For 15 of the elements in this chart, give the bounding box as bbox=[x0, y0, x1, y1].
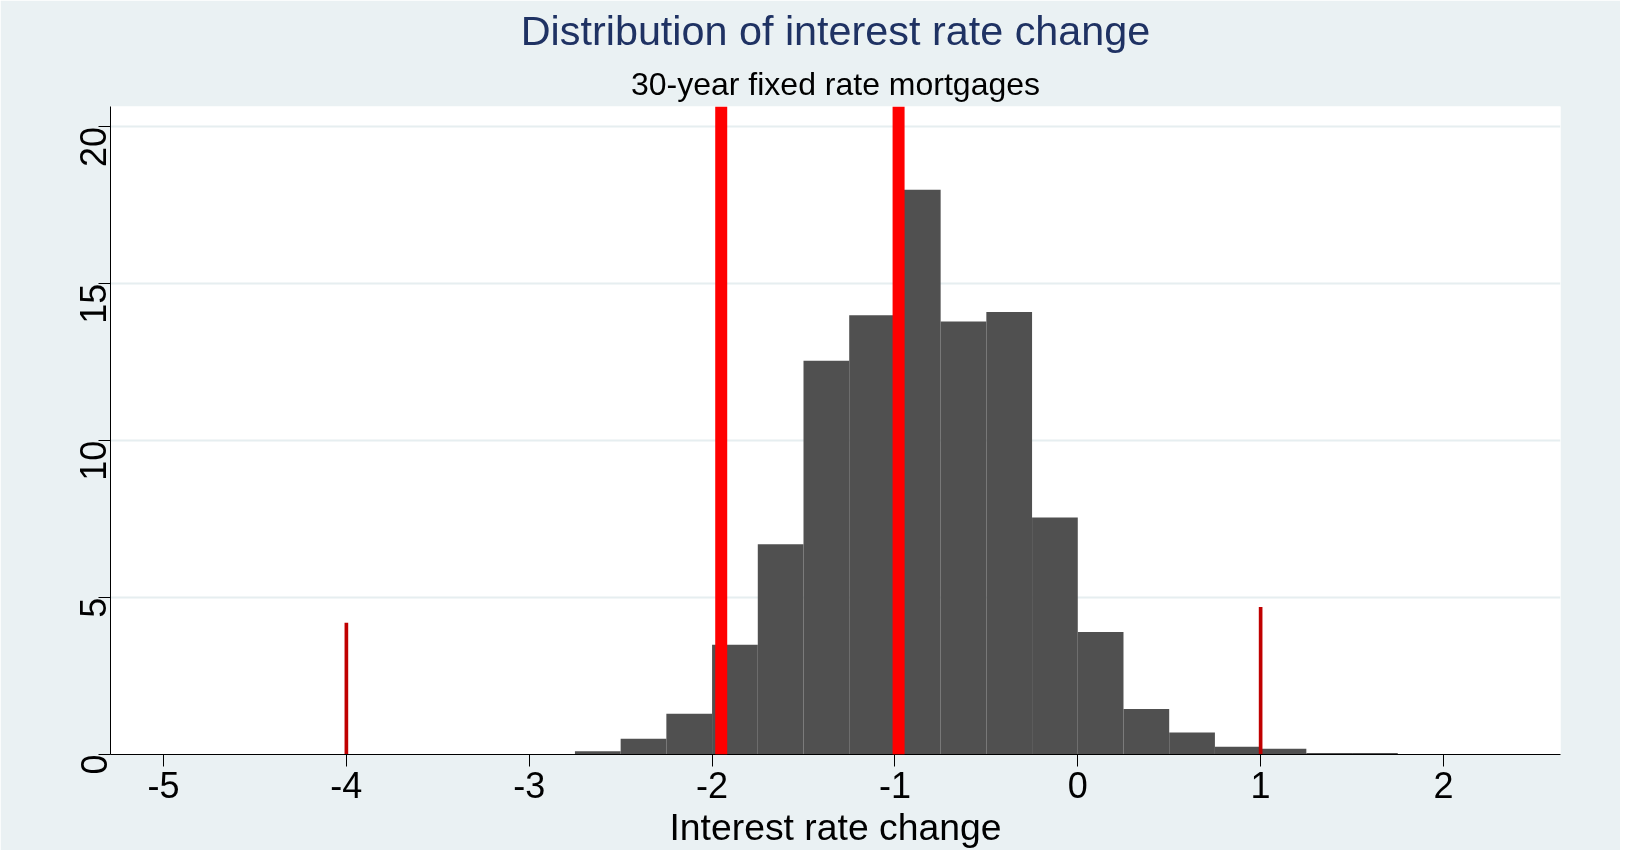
y-tick-label: 10 bbox=[73, 440, 115, 481]
x-tick-label: 1 bbox=[1250, 764, 1271, 806]
x-tick-label: -5 bbox=[147, 764, 180, 806]
x-tick-label: -2 bbox=[696, 764, 729, 806]
x-tick-label: 2 bbox=[1433, 764, 1454, 806]
x-tick-label: -1 bbox=[878, 764, 911, 806]
x-tick-label: -3 bbox=[513, 764, 546, 806]
chart-subtitle: 30-year fixed rate mortgages bbox=[630, 65, 1041, 102]
y-tick-label: 5 bbox=[73, 597, 115, 618]
x-tick-label: 0 bbox=[1067, 764, 1088, 806]
y-tick-label: 15 bbox=[73, 283, 115, 324]
x-axis-title: Interest rate change bbox=[669, 805, 1002, 848]
y-tick-label: 20 bbox=[73, 126, 115, 167]
chart-title: Distribution of interest rate change bbox=[520, 7, 1151, 54]
x-tick-label: -4 bbox=[330, 764, 363, 806]
